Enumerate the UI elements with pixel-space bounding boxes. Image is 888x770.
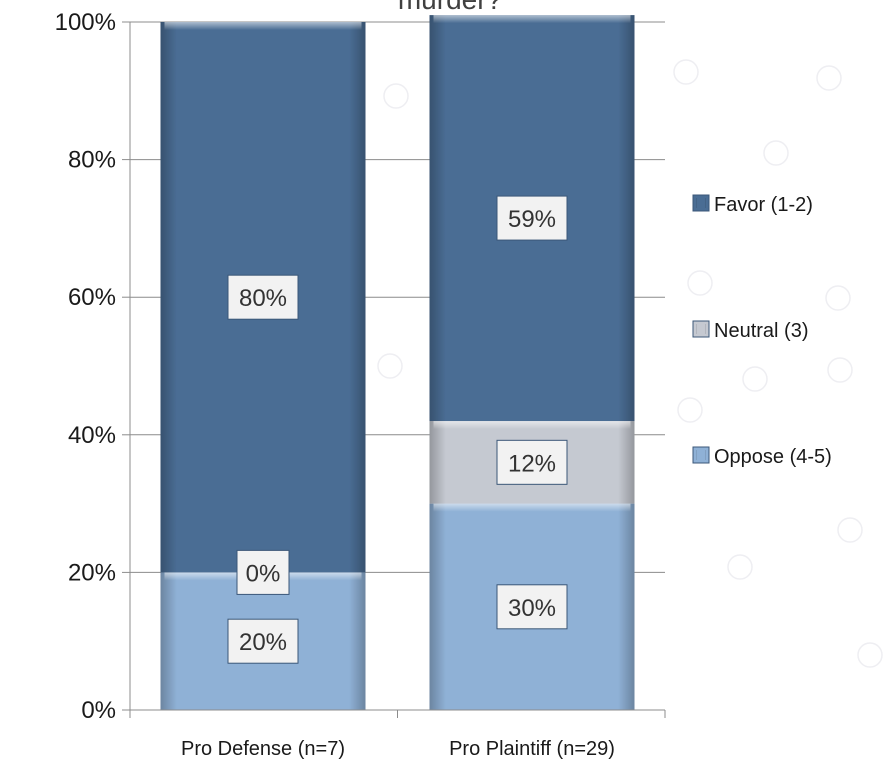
data-label: 20% <box>227 618 299 664</box>
legend-item: Favor (1-2) <box>692 194 813 216</box>
decor-circle <box>742 366 768 392</box>
decor-circle <box>673 59 699 85</box>
data-label-text: 0% <box>246 560 281 587</box>
data-label: 80% <box>227 274 299 320</box>
legend-label: Neutral (3) <box>714 320 808 342</box>
data-label: 59% <box>496 195 568 241</box>
data-label-box <box>496 439 568 485</box>
bar-segment <box>429 421 635 504</box>
decor-circle <box>857 642 883 668</box>
y-tick-label: 20% <box>68 559 116 586</box>
data-label-box <box>236 549 290 595</box>
data-label-box <box>496 584 568 630</box>
y-tick-label: 80% <box>68 147 116 174</box>
decor-circle <box>827 357 853 383</box>
data-label-text: 30% <box>508 595 556 622</box>
legend-label: Favor (1-2) <box>714 194 813 216</box>
y-tick-label: 100% <box>55 9 116 36</box>
decor-circle <box>825 285 851 311</box>
y-tick-label: 0% <box>81 697 116 724</box>
decor-circle <box>677 397 703 423</box>
data-label-box <box>227 618 299 664</box>
legend-item: Oppose (4-5) <box>692 446 832 468</box>
data-label: 30% <box>496 584 568 630</box>
data-labels: 20% 0% 80% 30% 12% 59% <box>227 195 568 664</box>
decor-circle <box>816 65 842 91</box>
bar-bevel <box>433 421 631 430</box>
data-label-text: 80% <box>239 285 287 312</box>
y-tick-label: 60% <box>68 284 116 311</box>
decor-circle <box>377 353 403 379</box>
legend: Favor (1-2) Neutral (3) Oppose (4-5) <box>692 194 832 468</box>
data-label-text: 20% <box>239 629 287 656</box>
axes: 0% 20% 40% 60% 80% 100% Pro Defense (n=7) Pro P… <box>55 9 666 760</box>
x-tick-label: Pro Defense (n=7) <box>181 738 345 760</box>
data-label-text: 59% <box>508 206 556 233</box>
legend-swatch-shade <box>696 324 706 334</box>
data-label: 0% <box>236 549 290 595</box>
data-label-box <box>227 274 299 320</box>
bar-bevel <box>433 503 631 512</box>
bar-bevel <box>164 22 362 30</box>
bar-bevel <box>433 15 631 24</box>
decor-circle <box>727 554 753 580</box>
legend-item: Neutral (3) <box>692 320 808 342</box>
chart-title: murder? <box>300 0 600 16</box>
bar-segment <box>160 572 366 710</box>
data-label: 12% <box>496 439 568 485</box>
legend-swatch-shade <box>696 450 706 460</box>
legend-swatch-shade <box>696 198 706 208</box>
data-label-text: 12% <box>508 450 556 477</box>
decor-circle <box>687 270 713 296</box>
decor-circle <box>383 83 409 109</box>
decor-circle <box>837 517 863 543</box>
y-tick-label: 40% <box>68 422 116 449</box>
data-label-box <box>496 195 568 241</box>
bar-segment <box>160 22 366 573</box>
legend-label: Oppose (4-5) <box>714 446 832 468</box>
decor-circle <box>763 140 789 166</box>
x-tick-label: Pro Plaintiff (n=29) <box>449 738 615 760</box>
